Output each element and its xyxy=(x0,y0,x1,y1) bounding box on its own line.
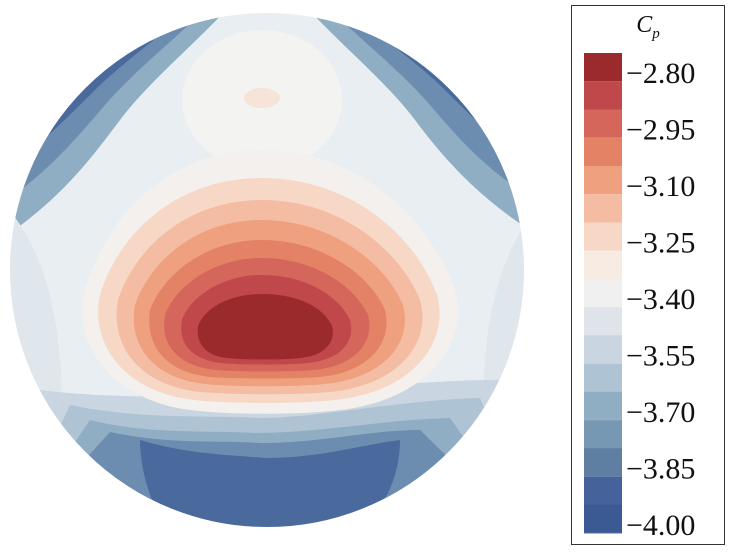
colorbar-title-sub: p xyxy=(652,25,660,42)
colorbar-legend: Cp −2.80 −2.95 −3.10 −3.25 −3.40 −3.55 −3.70 −3… xyxy=(571,5,725,545)
colorbar-segment xyxy=(584,448,622,478)
colorbar-segment xyxy=(584,165,622,195)
contour-top-spot xyxy=(244,88,280,108)
contour-plot xyxy=(8,11,526,529)
colorbar-tick-label: −2.80 xyxy=(626,57,695,90)
colorbar-tick-label: −3.70 xyxy=(626,396,695,429)
colorbar-tick-label: −3.55 xyxy=(626,339,695,372)
colorbar-segment xyxy=(584,420,622,449)
contour-core-l8 xyxy=(197,294,333,360)
colorbar-segment xyxy=(584,476,622,506)
colorbar-segment xyxy=(584,335,622,365)
colorbar-title: Cp xyxy=(572,12,724,43)
colorbar-segment xyxy=(584,81,622,110)
disc-outline xyxy=(8,11,526,529)
pressure-field-disc xyxy=(8,11,526,529)
colorbar-segment xyxy=(584,391,622,421)
colorbar-segment xyxy=(584,222,622,252)
colorbar-tick-label: −3.25 xyxy=(626,227,695,260)
colorbar-tick-label: −3.40 xyxy=(626,283,695,316)
colorbar-segment xyxy=(584,504,622,534)
colorbar-tick-label: −3.85 xyxy=(626,452,695,485)
colorbar-segment xyxy=(584,137,622,167)
colorbar: −2.80 −2.95 −3.10 −3.25 −3.40 −3.55 −3.70 −3.85… xyxy=(584,53,695,542)
colorbar-segment xyxy=(584,363,622,393)
colorbar-segment xyxy=(584,307,622,336)
colorbar-segment xyxy=(584,278,622,308)
colorbar-tick-label: −4.00 xyxy=(626,509,695,542)
colorbar-segment xyxy=(584,250,622,280)
colorbar-tick-label: −2.95 xyxy=(626,114,695,147)
colorbar-segment xyxy=(584,53,622,82)
colorbar-segment xyxy=(584,194,622,223)
colorbar-title-main: C xyxy=(636,12,653,38)
colorbar-segment xyxy=(584,109,622,139)
colorbar-tick-label: −3.10 xyxy=(626,170,695,203)
